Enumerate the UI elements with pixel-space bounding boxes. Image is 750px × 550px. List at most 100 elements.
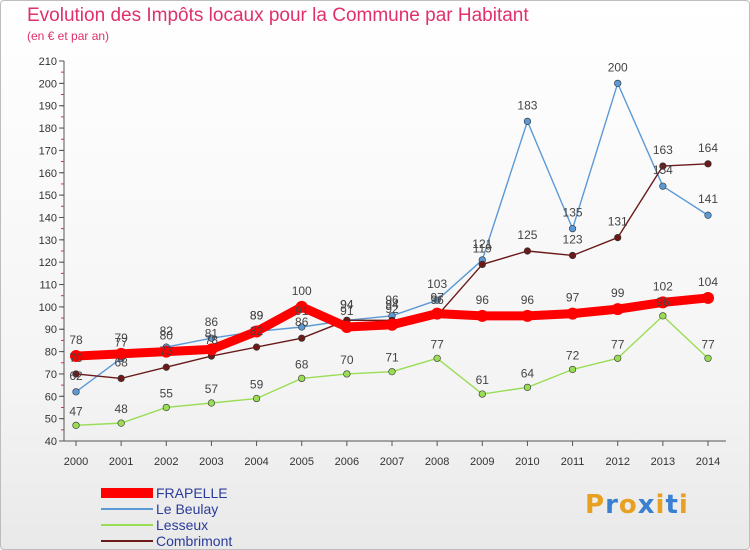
data-label: 77 [701,337,715,351]
data-label: 68 [114,355,128,369]
data-label: 70 [69,351,83,365]
data-point [207,399,216,407]
data-label: 92 [385,302,399,316]
data-label: 102 [653,279,673,293]
data-point [523,117,532,125]
data-label: 91 [340,304,354,318]
x-tick-label: 2002 [154,456,178,468]
y-tick-label: 200 [39,78,57,90]
data-label: 125 [517,228,537,242]
y-tick-label: 110 [39,280,57,292]
legend-label: Combrimont [156,533,233,549]
x-tick-label: 2010 [515,456,539,468]
data-label: 96 [385,293,399,307]
data-label: 103 [427,277,447,291]
legend-swatch [101,540,153,542]
data-label: 89 [250,308,264,322]
data-point [704,160,712,168]
data-label: 121 [472,237,492,251]
data-label: 94 [340,297,354,311]
logo-letter: t [665,490,679,520]
data-point [298,323,306,331]
data-label: 94 [385,297,399,311]
data-label: 96 [476,293,490,307]
y-tick-label: 120 [39,257,57,269]
data-label: 119 [473,241,492,255]
data-point [252,394,261,403]
data-point [478,390,486,398]
data-label: 99 [611,286,625,300]
data-point [298,334,306,342]
data-label: 55 [160,386,174,400]
x-tick-label: 2006 [335,456,359,468]
data-point [250,325,263,338]
data-label: 59 [250,378,264,392]
data-label: 97 [430,291,444,305]
y-tick-label: 50 [45,414,57,426]
data-label: 71 [385,351,399,365]
y-tick-label: 210 [39,56,57,68]
data-label: 96 [656,295,670,309]
logo-letter: i [655,490,666,520]
y-tick-label: 190 [39,101,57,113]
logo-letter: o [618,490,638,520]
legend-swatch [101,524,153,526]
data-label: 200 [608,60,628,74]
data-point [566,307,579,320]
data-point [478,260,486,269]
x-tick-label: 2009 [470,456,494,468]
data-label: 135 [563,206,583,220]
data-point [162,403,170,412]
data-label: 96 [430,293,444,307]
y-tick-label: 130 [39,235,57,247]
data-point [431,307,444,320]
data-label: 77 [611,337,625,351]
data-label: 57 [205,382,219,396]
x-tick-label: 2011 [561,456,585,468]
data-label: 163 [653,143,673,157]
x-tick-label: 2005 [289,456,313,468]
legend-swatch [101,508,153,510]
y-tick-label: 140 [39,212,57,224]
data-label: 96 [521,293,535,307]
data-point [343,370,351,378]
legend-swatch [101,488,153,498]
y-tick-label: 150 [39,190,57,202]
data-point [614,233,622,242]
data-label: 104 [698,275,718,289]
x-tick-label: 2007 [380,456,404,468]
data-label: 131 [608,215,628,229]
data-point [72,421,80,429]
legend-label: Le Beulay [156,501,219,517]
x-tick-label: 2008 [425,456,449,468]
data-label: 78 [69,333,83,347]
data-label: 72 [566,348,580,362]
data-label: 97 [566,291,580,305]
y-tick-label: 80 [45,347,57,359]
data-point [659,162,667,170]
data-point [433,354,441,362]
data-label: 48 [114,402,128,416]
data-point [295,300,308,313]
data-label: 70 [340,353,354,367]
data-label: 154 [653,163,673,177]
data-label: 61 [476,373,490,387]
data-label: 100 [292,284,312,298]
data-point [252,343,261,351]
data-point [614,354,622,362]
data-label: 77 [430,337,444,351]
data-point [160,345,173,358]
data-point [523,383,532,391]
data-label: 47 [69,404,83,418]
data-point [162,363,170,371]
chart-title: Evolution des Impôts locaux pour la Comm… [27,5,529,26]
logo-letter: x [637,490,656,520]
data-point [704,354,712,362]
data-label: 86 [205,315,219,329]
data-point [521,309,534,322]
data-point [568,225,577,233]
data-point [205,343,218,356]
proxiti-logo: Proxiti [585,490,689,520]
data-point [298,374,306,383]
